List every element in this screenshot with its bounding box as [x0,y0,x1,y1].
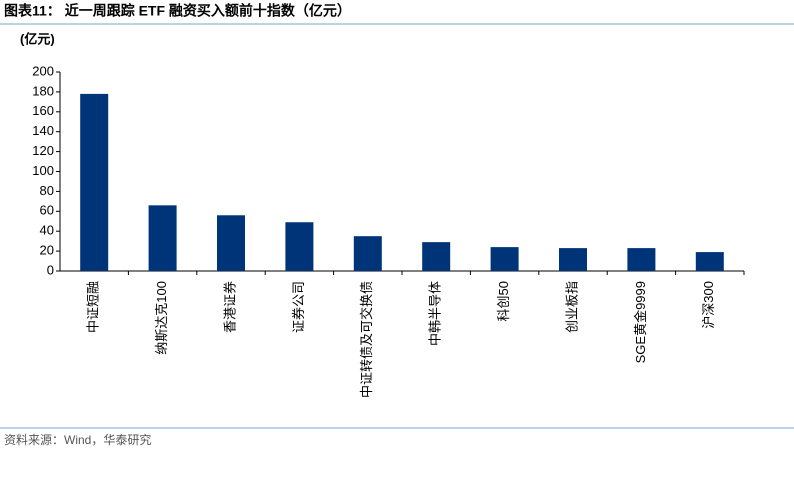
x-tick-label: 中韩半导体 [428,281,443,346]
bar [490,247,519,271]
chart-title: 图表11： 近一周跟踪 ETF 融资买入额前十指数（亿元） [4,3,351,19]
bar [353,236,382,271]
y-tick-label: 100 [32,163,54,178]
bar [80,93,109,271]
y-tick-label: 160 [32,103,54,118]
x-tick-label: 证券公司 [291,281,306,333]
x-tick-label: 纳斯达克100 [154,281,169,355]
y-tick-label: 120 [32,143,54,158]
y-tick-label: 80 [40,183,54,198]
y-tick-label: 180 [32,83,54,98]
y-tick-label: 40 [40,223,54,238]
y-tick-label: 20 [40,243,54,258]
y-axis-label: (亿元) [20,31,55,46]
y-tick-label: 200 [32,63,54,78]
y-tick-label: 0 [47,262,54,277]
bar [627,248,656,271]
source: 资料来源：Wind，华泰研究 [4,432,151,447]
x-tick-label: 中证转债及可交换债 [359,281,374,398]
bar [217,215,245,271]
x-tick-label: 创业板指 [564,281,579,333]
x-tick-label: 香港证券 [222,281,237,333]
bar [559,248,587,271]
bar [148,205,177,271]
bar [285,222,314,271]
x-tick-label: 沪深300 [701,281,716,329]
x-tick-label: SGE黄金9999 [633,281,648,363]
y-tick-label: 60 [40,203,54,218]
bar [695,252,724,271]
y-tick-label: 140 [32,123,54,138]
bar [422,242,451,271]
x-tick-label: 中证短融 [86,281,101,333]
x-tick-label: 科创50 [496,281,511,321]
